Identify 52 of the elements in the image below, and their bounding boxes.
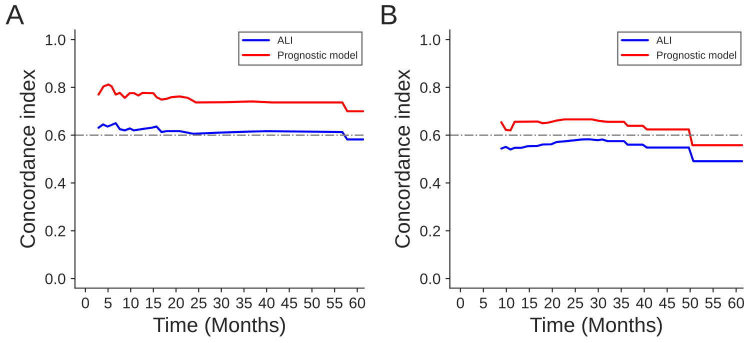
x-tick-label: 35: [236, 298, 252, 308]
chart-title: A: [6, 5, 24, 24]
x-tick-label: 55: [705, 298, 722, 308]
x-tick-label: 55: [326, 298, 342, 308]
x-tick-label: 40: [258, 298, 275, 308]
y-tick-label: 1.0: [46, 34, 66, 46]
x-tick-label: 20: [168, 298, 184, 308]
x-tick-label: 5: [480, 298, 487, 308]
line-series: [97, 83, 364, 112]
x-tick-label: 50: [682, 298, 698, 308]
x-tick-label: 45: [659, 298, 676, 308]
x-tick-label: 30: [213, 298, 230, 308]
y-axis-title: Concordance index: [20, 70, 36, 248]
y-tick-label: 0.0: [45, 273, 66, 284]
y-tick-label: 0.2: [45, 226, 66, 236]
x-tick-label: 10: [499, 298, 514, 308]
legend-label: ALI: [656, 36, 671, 44]
y-tick-label: 0.4: [45, 178, 66, 189]
y-tick-label: 1.0: [420, 34, 440, 46]
x-tick-label: 5: [104, 298, 112, 308]
x-tick-label: 20: [544, 298, 560, 308]
chart-title: B: [382, 5, 397, 24]
y-tick-label: 0.8: [45, 82, 66, 94]
x-tick-label: 25: [190, 298, 207, 308]
x-axis-title: Time (Months): [530, 316, 662, 336]
line-series: [97, 122, 364, 141]
y-tick-label: 0.2: [420, 226, 440, 236]
x-tick-label: 15: [146, 298, 162, 308]
x-tick-label: 45: [281, 298, 298, 308]
x-tick-label: 10: [123, 298, 139, 308]
legend-label: Prognostic model: [657, 51, 736, 61]
x-axis-title: Time (Months): [153, 316, 285, 336]
legend-label: ALI: [277, 36, 292, 44]
x-tick-label: 40: [636, 298, 652, 308]
y-tick-label: 0.4: [420, 178, 440, 189]
x-tick-label: 25: [568, 298, 584, 308]
line-series: [500, 138, 744, 162]
x-tick-label: 0: [456, 298, 464, 308]
line-series: [500, 118, 744, 146]
y-tick-label: 0.0: [420, 273, 440, 284]
y-tick-label: 0.6: [420, 130, 440, 141]
x-tick-label: 60: [350, 298, 366, 308]
y-tick-label: 0.6: [45, 130, 66, 141]
x-tick-label: 50: [304, 298, 320, 308]
x-tick-label: 60: [728, 298, 744, 308]
x-tick-label: 0: [82, 298, 90, 308]
y-tick-label: 0.8: [420, 82, 440, 94]
x-tick-label: 35: [613, 298, 630, 308]
legend-label: Prognostic model: [278, 51, 358, 61]
x-tick-label: 15: [522, 298, 538, 308]
y-axis-title: Concordance index: [394, 70, 410, 248]
x-tick-label: 30: [590, 298, 606, 308]
